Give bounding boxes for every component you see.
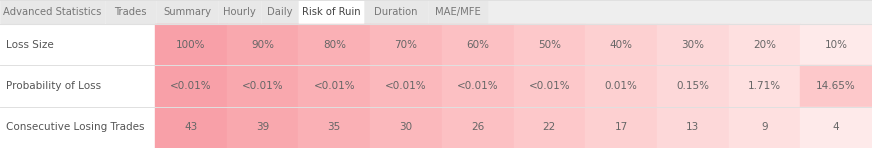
Bar	[298, 107, 370, 148]
Text: 50%: 50%	[538, 40, 561, 50]
Text: 90%: 90%	[251, 40, 274, 50]
Text: <0.01%: <0.01%	[385, 81, 426, 91]
Bar	[442, 107, 514, 148]
Bar	[227, 24, 298, 65]
Bar	[155, 107, 227, 148]
Text: 0.15%: 0.15%	[677, 81, 709, 91]
Text: Advanced Statistics: Advanced Statistics	[3, 7, 102, 17]
Bar	[585, 107, 657, 148]
Bar	[0, 24, 872, 148]
Bar	[585, 24, 657, 65]
Bar	[442, 65, 514, 107]
Text: Risk of Ruin: Risk of Ruin	[302, 7, 360, 17]
Text: Hourly: Hourly	[223, 7, 255, 17]
Text: Duration: Duration	[374, 7, 418, 17]
Text: 39: 39	[255, 122, 269, 132]
Text: Trades: Trades	[114, 7, 146, 17]
Text: 43: 43	[184, 122, 197, 132]
Bar	[514, 107, 585, 148]
Bar	[155, 65, 227, 107]
Text: Probability of Loss: Probability of Loss	[6, 81, 101, 91]
Text: 60%: 60%	[467, 40, 489, 50]
Text: 70%: 70%	[394, 40, 418, 50]
Text: 22: 22	[542, 122, 556, 132]
Bar	[0, 24, 155, 65]
Bar	[514, 65, 585, 107]
Bar	[227, 65, 298, 107]
Bar	[657, 107, 729, 148]
Text: Loss Size: Loss Size	[6, 40, 54, 50]
Bar	[262, 0, 297, 23]
Text: 26: 26	[471, 122, 484, 132]
Bar	[155, 24, 227, 65]
Text: Summary: Summary	[163, 7, 211, 17]
Text: 1.71%: 1.71%	[748, 81, 781, 91]
Text: 14.65%: 14.65%	[816, 81, 856, 91]
Text: <0.01%: <0.01%	[242, 81, 283, 91]
Bar	[106, 0, 155, 23]
Bar	[227, 107, 298, 148]
Bar	[514, 24, 585, 65]
Text: 20%: 20%	[753, 40, 776, 50]
Text: 100%: 100%	[176, 40, 206, 50]
Text: 17: 17	[615, 122, 628, 132]
Bar	[0, 107, 155, 148]
Text: 9: 9	[761, 122, 767, 132]
Text: 0.01%: 0.01%	[604, 81, 637, 91]
Bar	[1, 0, 104, 23]
Text: <0.01%: <0.01%	[528, 81, 570, 91]
Text: 30%: 30%	[681, 40, 705, 50]
Text: Consecutive Losing Trades: Consecutive Losing Trades	[6, 122, 145, 132]
Bar	[729, 24, 800, 65]
Text: <0.01%: <0.01%	[313, 81, 355, 91]
Text: 40%: 40%	[610, 40, 632, 50]
Bar	[157, 0, 217, 23]
Bar	[585, 65, 657, 107]
Bar	[429, 0, 487, 23]
Bar	[0, 65, 155, 107]
Text: MAE/MFE: MAE/MFE	[435, 7, 480, 17]
Bar	[800, 24, 872, 65]
Text: 30: 30	[399, 122, 412, 132]
Bar	[299, 0, 363, 23]
Text: <0.01%: <0.01%	[170, 81, 212, 91]
Text: 13: 13	[686, 122, 699, 132]
Text: <0.01%: <0.01%	[457, 81, 499, 91]
Bar	[298, 24, 370, 65]
Bar	[800, 65, 872, 107]
Bar	[370, 24, 442, 65]
Bar	[657, 65, 729, 107]
Bar	[800, 107, 872, 148]
Bar	[442, 24, 514, 65]
Bar	[729, 107, 800, 148]
Text: Daily: Daily	[267, 7, 292, 17]
Bar	[219, 0, 260, 23]
Bar	[370, 107, 442, 148]
Bar	[365, 0, 427, 23]
Bar	[657, 24, 729, 65]
Bar	[0, 0, 872, 24]
Text: 35: 35	[328, 122, 341, 132]
Text: 80%: 80%	[323, 40, 346, 50]
Bar	[298, 65, 370, 107]
Text: 4: 4	[833, 122, 840, 132]
Text: 10%: 10%	[825, 40, 848, 50]
Bar	[370, 65, 442, 107]
Bar	[729, 65, 800, 107]
